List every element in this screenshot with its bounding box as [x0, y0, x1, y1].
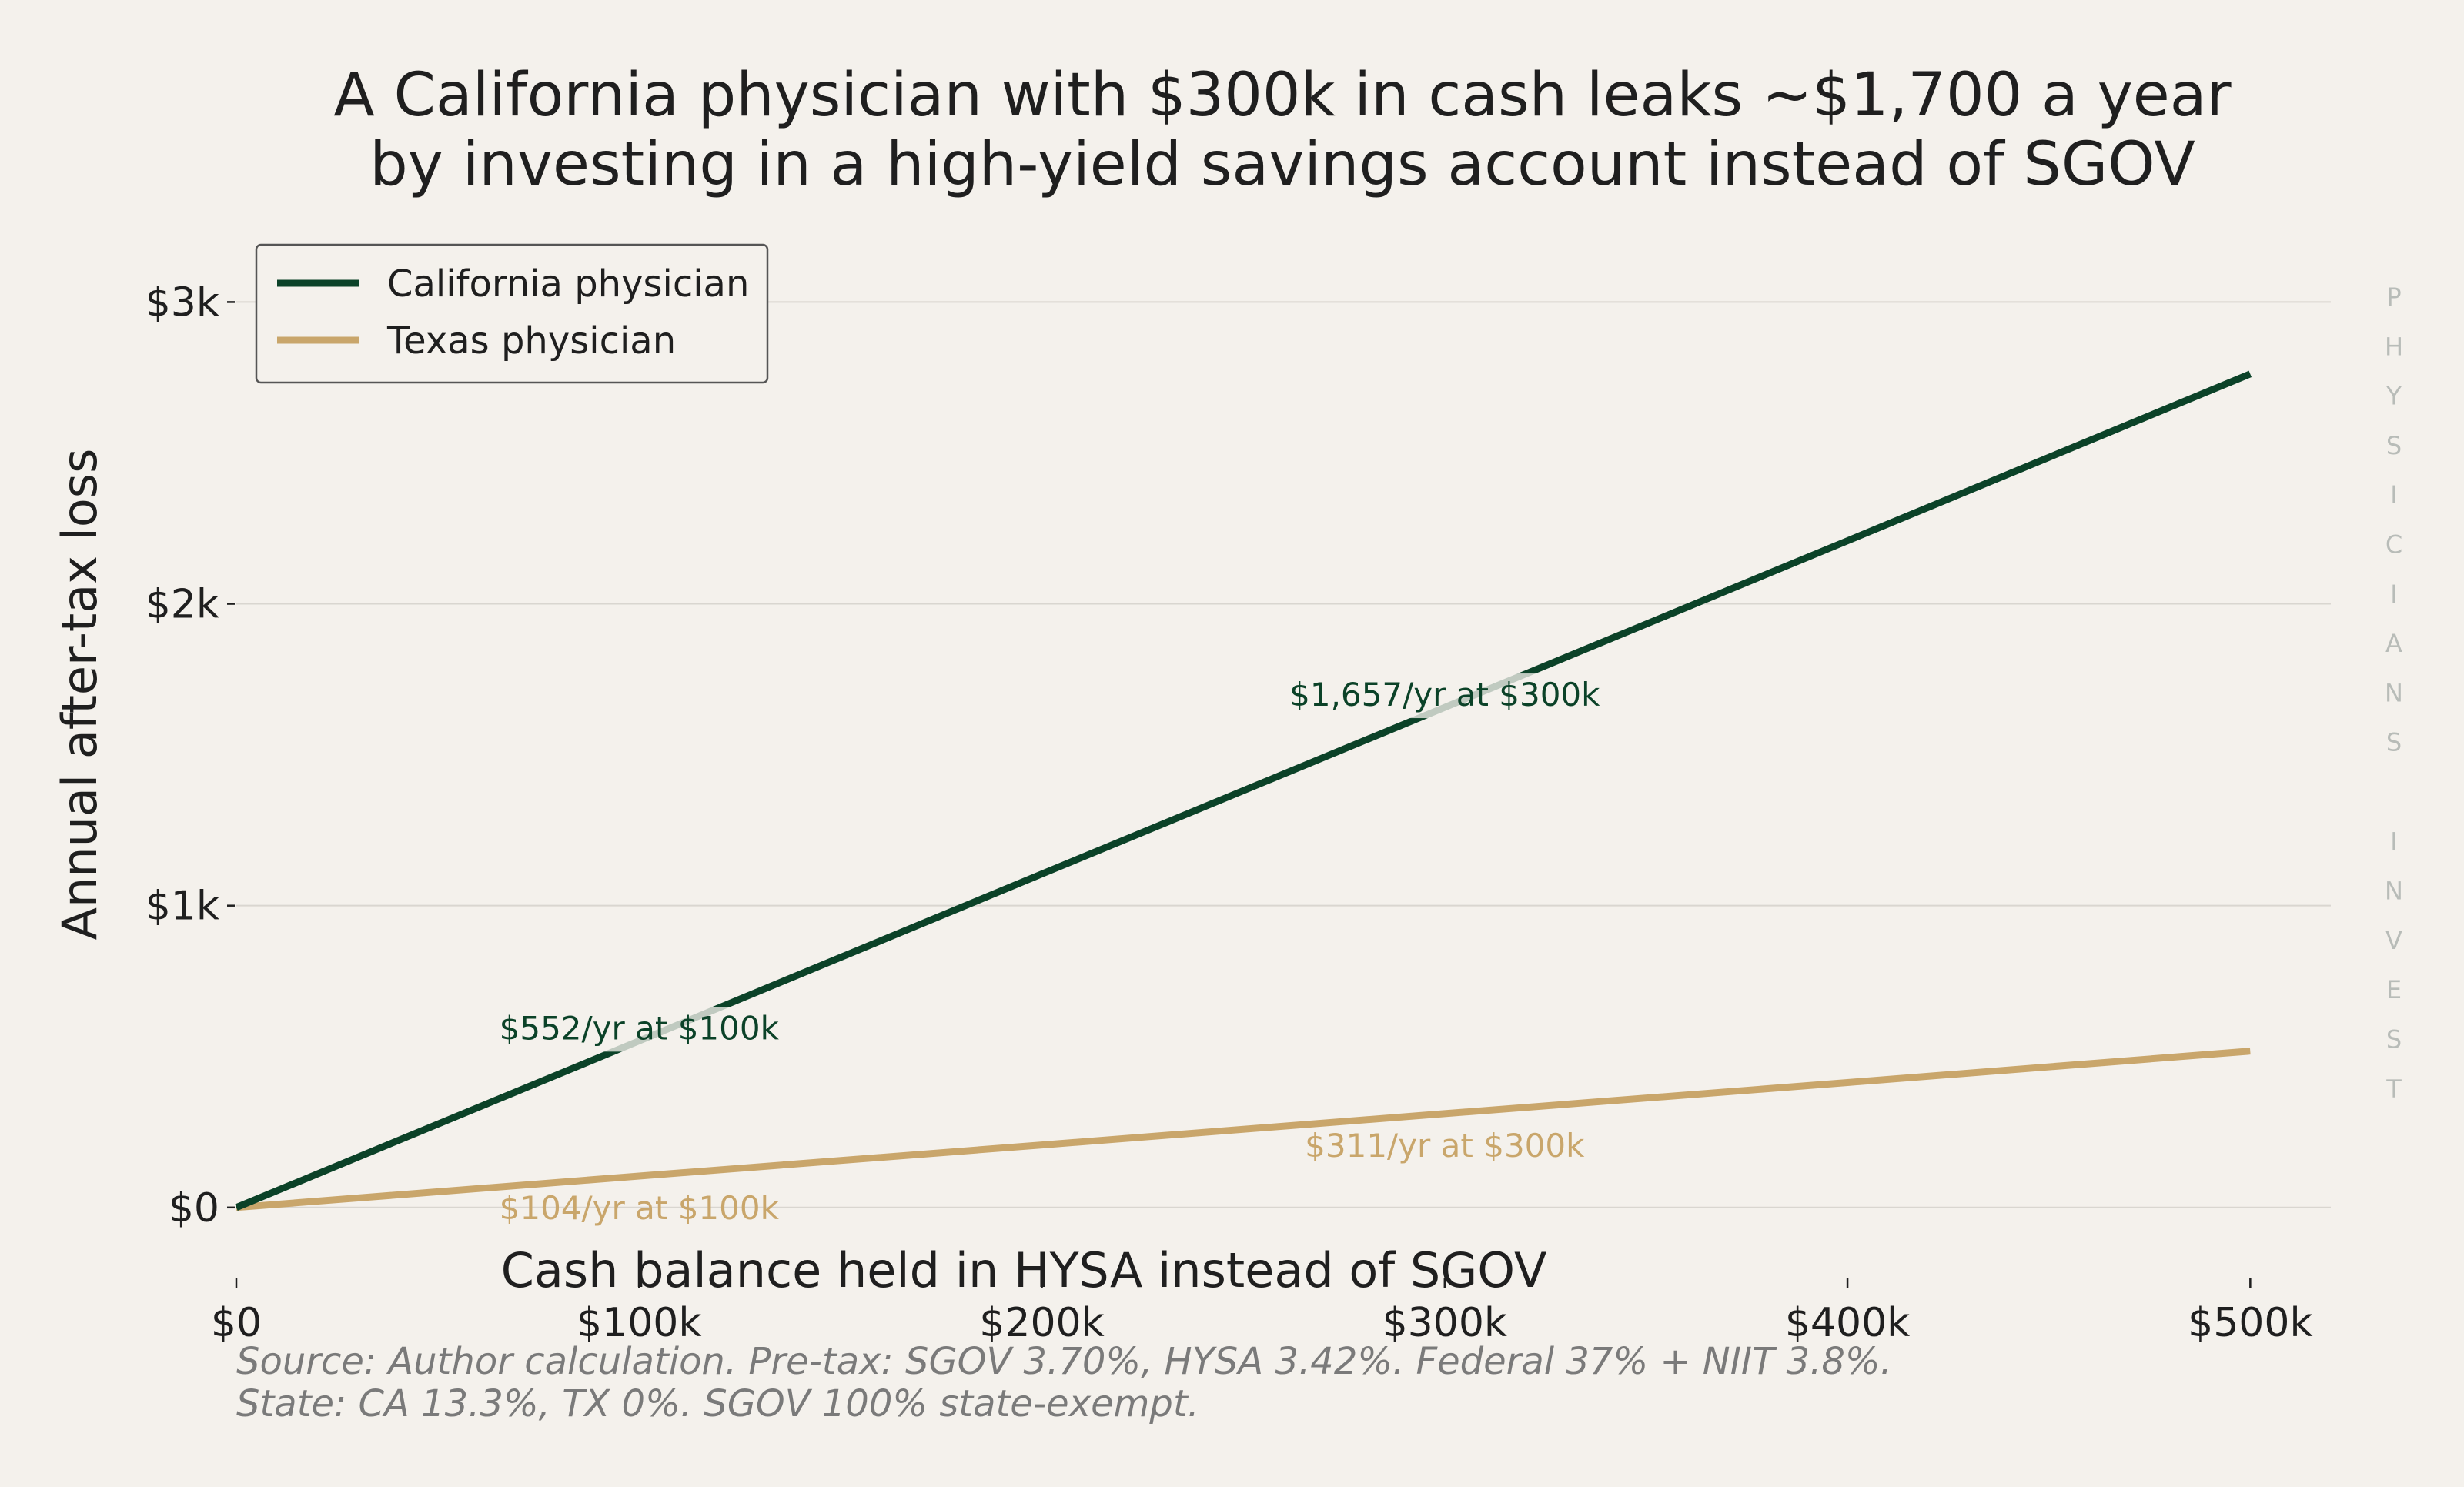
- chart-title: A California physician with $300k in cas…: [333, 61, 2232, 199]
- y-tick-label-0: $0: [169, 1185, 219, 1231]
- y-tick-label-2: $2k: [145, 582, 219, 628]
- annotation-label-1: $1,657/yr at $300k: [1289, 676, 1600, 713]
- watermark-letter-9: S: [2386, 728, 2402, 757]
- series-line-california: [235, 370, 2252, 1211]
- watermark-letter-4: I: [2390, 480, 2397, 510]
- watermark-letter-1: H: [2385, 332, 2403, 361]
- annotation-label-2: $104/yr at $100k: [500, 1189, 780, 1227]
- x-tick-label-0: $0: [211, 1300, 262, 1346]
- x-tick-label-3: $300k: [1382, 1300, 1507, 1346]
- source-note: Source: Author calculation. Pre-tax: SGO…: [236, 1340, 1892, 1425]
- annotation-label-0: $552/yr at $100k: [500, 1009, 780, 1047]
- y-tick-label-3: $3k: [145, 279, 219, 326]
- watermark-letter-6: I: [2390, 580, 2397, 609]
- watermark-letter-14: E: [2386, 975, 2402, 1004]
- annotation-label-3: $311/yr at $300k: [1305, 1127, 1585, 1165]
- watermark-letter-13: V: [2385, 926, 2402, 955]
- watermark-letter-16: T: [2385, 1074, 2402, 1104]
- series-line-texas: [236, 1048, 2251, 1211]
- x-tick-label-2: $200k: [979, 1300, 1104, 1346]
- source-line-2: State: CA 13.3%, TX 0%. SGOV 100% state-…: [236, 1382, 1199, 1425]
- legend-frame: [255, 243, 769, 384]
- series-lines: [235, 370, 2252, 1211]
- y-tick-label-1: $1k: [145, 884, 219, 930]
- watermark-letter-5: C: [2385, 530, 2402, 560]
- x-tick-label-5: $500k: [2188, 1300, 2312, 1346]
- watermark-letter-0: P: [2386, 282, 2401, 312]
- x-axis-label: Cash balance held in HYSA instead of SGO…: [501, 1242, 1547, 1298]
- y-axis-label: Annual after-tax loss: [52, 449, 108, 941]
- source-line-1: Source: Author calculation. Pre-tax: SGO…: [236, 1340, 1892, 1383]
- annotation-background-1: [1270, 673, 1620, 719]
- watermark-letter-7: A: [2385, 629, 2402, 658]
- watermark-letter-11: I: [2390, 827, 2397, 856]
- watermark-letter-2: Y: [2385, 382, 2402, 411]
- axis-ticks: $0 $1k $2k $3k $0 $100k $200k $300k $400k $500k: [145, 279, 2313, 1346]
- watermark-letter-12: N: [2385, 877, 2403, 906]
- watermark-letter-15: S: [2386, 1025, 2402, 1054]
- legend-label-california: California physician: [387, 262, 749, 306]
- watermark-letter-3: S: [2386, 431, 2402, 460]
- x-tick-label-1: $100k: [577, 1300, 701, 1346]
- annotation-background-0: [483, 1007, 795, 1052]
- watermark-letter-8: N: [2385, 678, 2403, 707]
- legend-label-texas: Texas physician: [386, 319, 676, 363]
- chart-title-line-2: by investing in a high-yield savings acc…: [369, 130, 2195, 199]
- annotations: $552/yr at $100k $1,657/yr at $300k $104/y…: [483, 673, 1620, 1227]
- x-tick-label-4: $400k: [1785, 1300, 1910, 1346]
- legend: California physician Texas physician: [255, 243, 769, 384]
- chart-title-line-1: A California physician with $300k in cas…: [333, 61, 2232, 130]
